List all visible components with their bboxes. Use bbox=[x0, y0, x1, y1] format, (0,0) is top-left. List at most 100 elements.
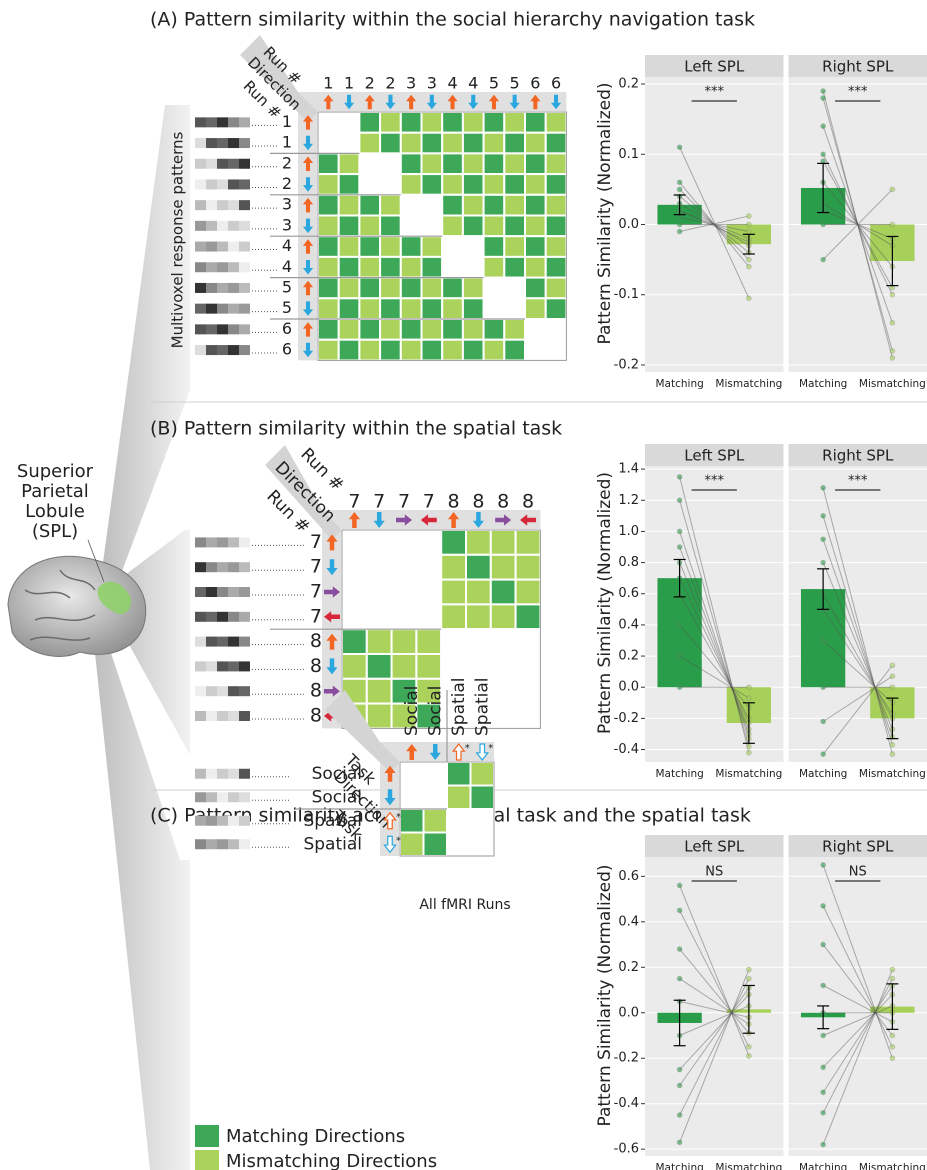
matrix-cell bbox=[318, 174, 339, 195]
matrix-cell bbox=[359, 195, 380, 216]
subject-point bbox=[677, 222, 682, 227]
matrix-cell bbox=[504, 153, 525, 174]
subject-point bbox=[890, 742, 895, 747]
panel-bg bbox=[645, 857, 784, 1156]
column-label: 8 bbox=[522, 491, 534, 513]
matrix-cell bbox=[484, 319, 505, 340]
pattern-voxel bbox=[239, 686, 250, 696]
subject-point bbox=[821, 1110, 826, 1115]
strip-label: Right SPL bbox=[822, 58, 894, 76]
column-label: Social bbox=[402, 686, 422, 736]
y-tick-label: 0.2 bbox=[618, 649, 639, 664]
y-axis-label: Pattern Similarity (Normalized) bbox=[595, 82, 615, 344]
pattern-voxel bbox=[228, 661, 239, 671]
matrix-cell bbox=[491, 679, 516, 704]
subject-point bbox=[746, 296, 751, 301]
pattern-voxel bbox=[195, 587, 206, 597]
matrix-cell bbox=[463, 236, 484, 257]
pattern-voxel bbox=[228, 637, 239, 647]
matrix-cell bbox=[525, 278, 546, 299]
strip-label: Left SPL bbox=[684, 58, 745, 76]
y-tick-label: -0.4 bbox=[614, 742, 639, 757]
matrix-cell bbox=[359, 278, 380, 299]
matrix-cell bbox=[546, 319, 567, 340]
pattern-voxel bbox=[195, 221, 206, 231]
y-tick-label: 0.4 bbox=[618, 914, 639, 929]
matrix-cell bbox=[463, 153, 484, 174]
pattern-voxel bbox=[239, 200, 250, 210]
matrix-cell bbox=[504, 174, 525, 195]
matrix-cell bbox=[342, 654, 367, 679]
subject-point bbox=[677, 145, 682, 150]
matrix-cell bbox=[339, 236, 360, 257]
matrix-cell bbox=[484, 236, 505, 257]
pattern-voxel bbox=[195, 792, 206, 802]
row-label: 8 bbox=[310, 655, 322, 677]
pattern-voxel bbox=[239, 612, 250, 622]
row-label: 4 bbox=[282, 257, 292, 276]
matrix-cell bbox=[442, 319, 463, 340]
matrix-cell bbox=[359, 340, 380, 361]
row-label: 4 bbox=[282, 236, 292, 255]
matrix-cell bbox=[466, 604, 491, 629]
matrix-cell bbox=[359, 257, 380, 278]
matrix-cell bbox=[463, 298, 484, 319]
matrix-cell bbox=[463, 257, 484, 278]
matrix-cell bbox=[525, 257, 546, 278]
matrix-cell bbox=[401, 216, 422, 237]
matrix-cell bbox=[471, 833, 495, 857]
matrix-cell bbox=[380, 112, 401, 133]
subject-point bbox=[746, 696, 751, 701]
matrix-cell bbox=[367, 580, 392, 605]
brain-label: Lobule bbox=[25, 501, 85, 522]
pattern-voxel bbox=[206, 711, 217, 721]
matrix-cell bbox=[463, 340, 484, 361]
matrix-cell bbox=[546, 236, 567, 257]
matrix-cell bbox=[442, 195, 463, 216]
matrix-cell bbox=[318, 133, 339, 154]
pattern-voxel bbox=[195, 769, 206, 779]
x-tick-label: Mismatching bbox=[715, 378, 782, 390]
matrix-cell bbox=[516, 580, 541, 605]
pattern-voxel bbox=[206, 587, 217, 597]
matrix-cell bbox=[380, 319, 401, 340]
matrix-cell bbox=[491, 555, 516, 580]
column-label: 3 bbox=[427, 74, 437, 93]
matrix-cell bbox=[359, 216, 380, 237]
matrix-cell bbox=[422, 174, 443, 195]
footnote: All fMRI Runs bbox=[419, 897, 510, 913]
pattern-voxel bbox=[206, 769, 217, 779]
matrix-cell bbox=[442, 257, 463, 278]
matrix-cell bbox=[546, 216, 567, 237]
matrix-cell bbox=[380, 298, 401, 319]
pattern-voxel bbox=[239, 345, 250, 355]
row-label: 1 bbox=[282, 133, 292, 152]
subject-point bbox=[677, 180, 682, 185]
matrix-cell bbox=[504, 216, 525, 237]
column-label: 7 bbox=[398, 491, 410, 513]
matrix-cell bbox=[401, 112, 422, 133]
pattern-voxel bbox=[217, 117, 228, 127]
matrix-cell bbox=[392, 530, 417, 555]
matrix-cell bbox=[442, 298, 463, 319]
matrix-cell bbox=[504, 133, 525, 154]
brain-label: Parietal bbox=[21, 481, 89, 502]
subject-point bbox=[746, 685, 751, 690]
pattern-voxel bbox=[195, 562, 206, 572]
subject-point bbox=[890, 222, 895, 227]
matrix-cell bbox=[422, 236, 443, 257]
matrix-cell bbox=[441, 654, 466, 679]
matrix-cell bbox=[504, 195, 525, 216]
matrix-cell bbox=[342, 580, 367, 605]
subject-point bbox=[890, 1056, 895, 1061]
row-label: Spatial bbox=[303, 811, 362, 831]
matrix-cell bbox=[342, 555, 367, 580]
row-label: 7 bbox=[310, 556, 322, 578]
matrix-cell bbox=[546, 112, 567, 133]
column-label: 2 bbox=[365, 74, 375, 93]
pattern-voxel bbox=[195, 159, 206, 169]
pattern-voxel bbox=[228, 839, 239, 849]
x-tick-label: Matching bbox=[655, 378, 703, 390]
matrix-cell bbox=[422, 112, 443, 133]
matrix-cell bbox=[424, 762, 448, 786]
